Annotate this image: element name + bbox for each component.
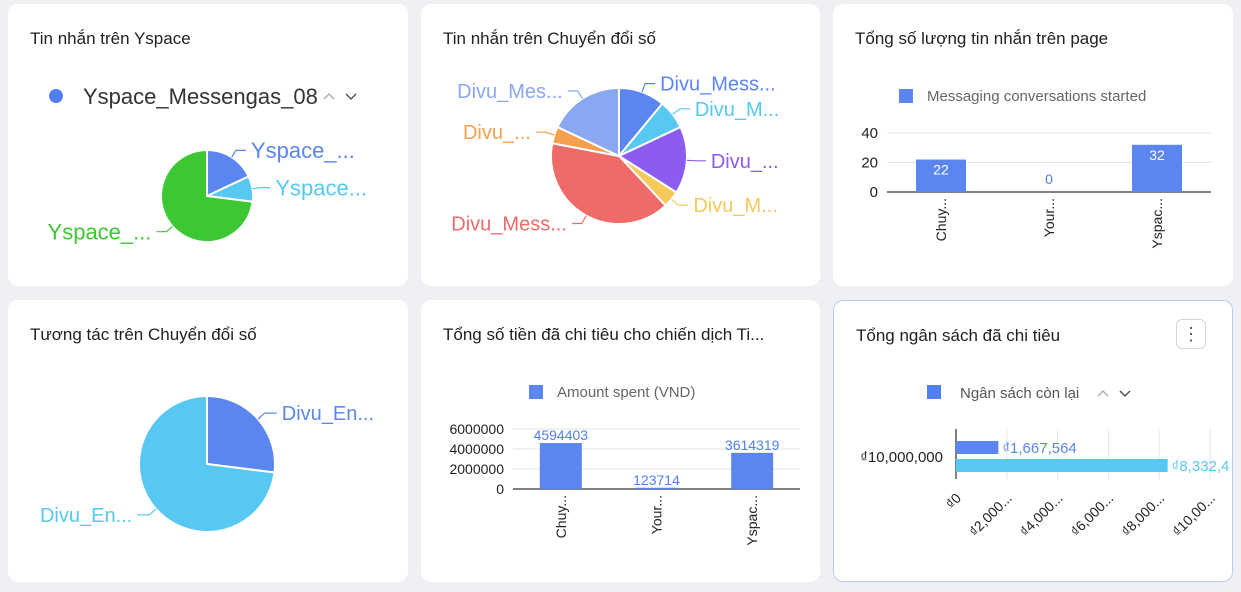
- pie-chart-yspace: Yspace_Messengas_08 Yspace_... Yspace... Ys…: [48, 84, 368, 244]
- pie-chart-cds: Divu_Mess... Divu_M... Divu_... Divu_M... Di…: [451, 74, 779, 236]
- pie-leader-line: [567, 90, 584, 99]
- pie-slice-label: Divu_...: [463, 122, 531, 144]
- card-title: Tương tác trên Chuyển đổi số: [30, 325, 257, 344]
- card-title: Tin nhắn trên Yspace: [30, 29, 191, 48]
- pie-leader-line: [156, 225, 173, 233]
- y-tick-label: 20: [861, 155, 878, 172]
- legend-label: Yspace_Messengas_08: [83, 84, 318, 109]
- x-tick-label: ₫2,000...: [966, 490, 1015, 539]
- pie-slice-label: Divu_M...: [693, 195, 777, 217]
- x-tick-label: ₫8,000...: [1118, 490, 1167, 539]
- legend-swatch: [899, 89, 913, 103]
- chevron-down-icon: [1119, 390, 1131, 398]
- legend-swatch: [529, 385, 543, 399]
- legend-label: Ngân sách còn lại: [960, 385, 1079, 402]
- bar-value-label: 123714: [633, 472, 680, 488]
- y-tick-label: 0: [870, 184, 878, 201]
- pie-slice-label: Divu_En...: [40, 505, 132, 527]
- pie-leader-line: [257, 412, 277, 420]
- card-title: Tổng ngân sách đã chi tiêu: [856, 326, 1061, 345]
- bar: [539, 443, 582, 489]
- x-tick-label: ₫4,000...: [1016, 490, 1065, 539]
- bar-value-label: 3614319: [725, 437, 780, 453]
- pie-slice-label: Divu_Mess...: [451, 213, 567, 235]
- bar: [916, 159, 966, 192]
- chevron-up-icon: [323, 92, 335, 100]
- legend-label: Messaging conversations started: [927, 88, 1146, 105]
- pie-slice-label: Divu_Mess...: [660, 74, 776, 96]
- bar: [635, 487, 678, 489]
- pie-slice-label: Divu_En...: [282, 403, 374, 425]
- bar: [1132, 144, 1182, 192]
- pie-chart-engagement: Divu_En... Divu_En...: [40, 394, 374, 533]
- pie-leader-line: [671, 198, 689, 206]
- pie-leader-line: [231, 149, 246, 158]
- y-tick-label: 6000000: [449, 421, 504, 437]
- legend-label: Amount spent (VND): [557, 384, 695, 401]
- more-options-button[interactable]: ⋮: [1176, 319, 1206, 349]
- y-category-label: ₫10,000,000: [860, 449, 943, 466]
- x-tick-label: Yspac...: [1149, 198, 1165, 249]
- card-title: Tổng số tiền đã chi tiêu cho chiến dịch …: [443, 325, 765, 344]
- pie-slice: [138, 394, 276, 533]
- card-cds-messages: Tin nhắn trên Chuyển đổi số Divu_Mess...…: [421, 4, 820, 286]
- pie-slice: [616, 125, 688, 194]
- card-amount-spent: Tổng số tiền đã chi tiêu cho chiến dịch …: [421, 300, 820, 582]
- pie-leader-line: [137, 508, 157, 516]
- bar-value-label: 0: [1045, 171, 1053, 187]
- x-tick-label: Your...: [649, 495, 665, 534]
- y-tick-label: 4000000: [449, 441, 504, 457]
- x-tick-label: ₫10,00...: [1169, 490, 1218, 539]
- pie-slice-label: Yspace...: [275, 175, 367, 200]
- card-budget-spent: Tổng ngân sách đã chi tiêu ⋮ Ngân sách c…: [833, 300, 1233, 582]
- pie-slice-label: Divu_...: [711, 151, 779, 173]
- y-tick-label: 2000000: [449, 461, 504, 477]
- x-tick-label: Your...: [1041, 198, 1057, 237]
- vertical-ellipsis-icon: ⋮: [1182, 324, 1200, 344]
- pie-slice-label: Divu_Mes...: [457, 81, 563, 103]
- bar-value-label: 32: [1149, 147, 1165, 163]
- bar-value-label: ₫1,667,564: [1002, 440, 1076, 457]
- pie-slice-label: Divu_M...: [695, 99, 779, 121]
- pie-slice-label: Yspace_...: [48, 219, 152, 244]
- bar: [731, 452, 774, 489]
- bar-chart-messages: Messaging conversations started 40 20 0 22 Ch…: [861, 88, 1211, 249]
- pie-leader-line: [535, 131, 555, 136]
- bar: [956, 459, 1168, 472]
- pie-leader-line: [571, 215, 587, 225]
- x-tick-label: Chuy...: [933, 198, 949, 241]
- x-tick-label: ₫6,000...: [1067, 490, 1116, 539]
- pie-slice: [550, 142, 667, 225]
- bar: [956, 441, 999, 454]
- hbar-chart-budget: Ngân sách còn lại ₫0 ₫2,000... ₫4,000... ₫6,…: [860, 385, 1230, 539]
- y-tick-label: 40: [861, 125, 878, 142]
- x-tick-label: Yspac...: [744, 495, 760, 546]
- pie-slice: [206, 394, 276, 474]
- bar-value-label: ₫8,332,4: [1172, 458, 1230, 475]
- bar-value-label: 4594403: [534, 427, 589, 443]
- card-cds-engagement: Tương tác trên Chuyển đổi số Divu_En... D…: [8, 300, 408, 582]
- bar-value-label: 22: [933, 162, 949, 178]
- card-yspace-messages: Tin nhắn trên Yspace Yspace_Messengas_08…: [8, 4, 408, 286]
- x-tick-label: Chuy...: [553, 495, 569, 538]
- chevron-down-icon: [345, 93, 357, 101]
- card-title: Tổng số lượng tin nhắn trên page: [855, 29, 1109, 48]
- pie-slice-label: Yspace_...: [251, 138, 355, 163]
- pie-leader-line: [686, 159, 706, 162]
- pie-leader-line: [672, 108, 690, 115]
- x-tick-label: ₫0: [942, 490, 964, 512]
- legend-dot: [49, 89, 63, 103]
- chevron-up-icon: [1097, 389, 1109, 397]
- pie-leader-line: [252, 187, 271, 190]
- legend-swatch: [927, 385, 941, 399]
- y-tick-label: 0: [496, 481, 504, 497]
- pie-leader-line: [641, 82, 656, 93]
- card-title: Tin nhắn trên Chuyển đổi số: [443, 29, 656, 48]
- card-page-messages: Tổng số lượng tin nhắn trên page Messagi…: [833, 4, 1233, 286]
- bar-chart-amount-spent: Amount spent (VND) 6000000 4000000 2000000 0…: [449, 384, 800, 546]
